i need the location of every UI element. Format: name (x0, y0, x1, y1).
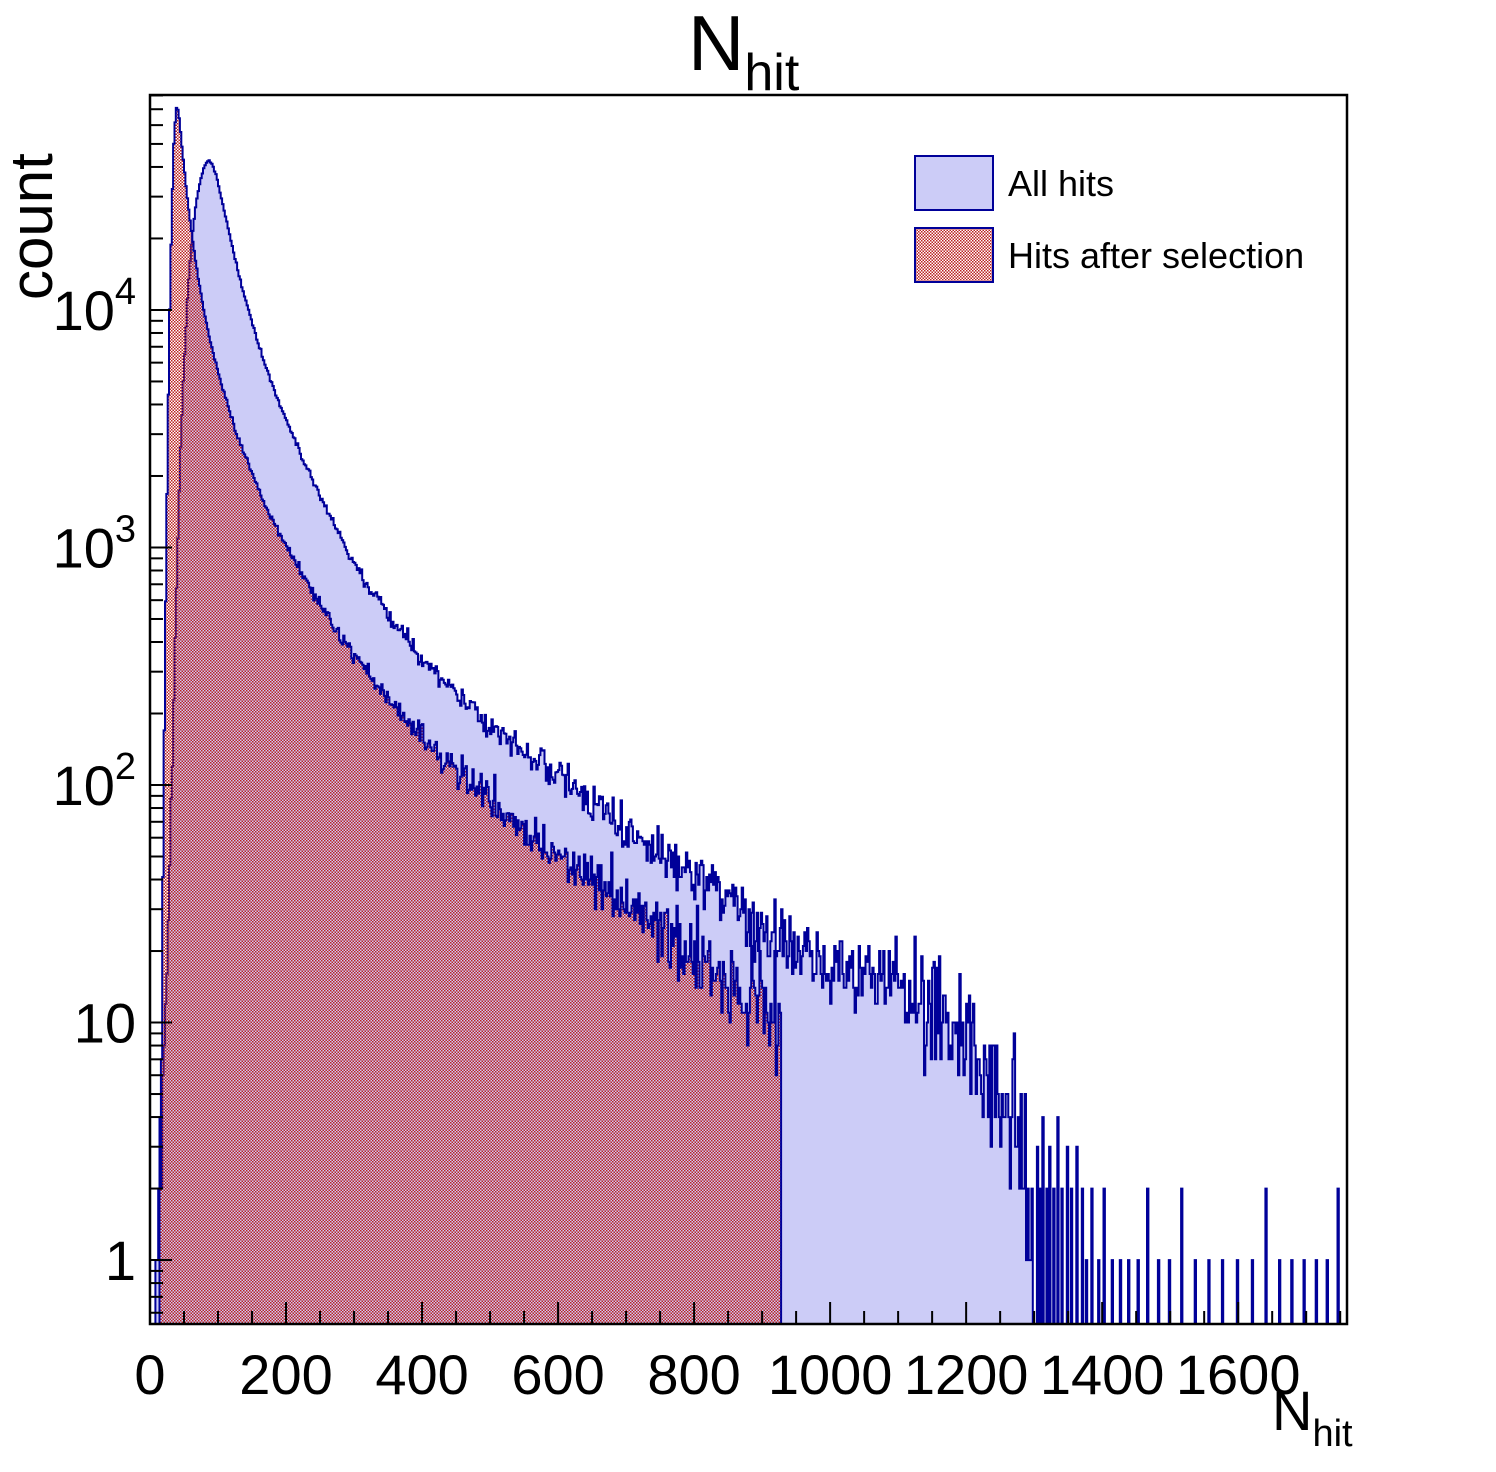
legend-swatch-all-hits (914, 155, 994, 211)
axis-ticks (149, 94, 1342, 1324)
svg-text:1400: 1400 (1040, 1343, 1165, 1406)
x-axis-title: Nhit (1272, 1379, 1353, 1455)
axis-tick-labels: 0 200 400 600 800 1000 1200 1400 1600 1 10 102 103 10… (53, 271, 1301, 1406)
histogram-hits-after-selection (150, 106, 1347, 1324)
y-axis-title: count (0, 153, 65, 300)
legend-label-hits-after-selection: Hits after selection (1008, 235, 1304, 276)
svg-text:800: 800 (647, 1343, 740, 1406)
svg-text:1: 1 (105, 1229, 136, 1292)
legend-swatch-hits-after-selection (914, 227, 994, 283)
plot-frame (148, 93, 1349, 1326)
svg-text:104: 104 (53, 271, 136, 342)
svg-text:1200: 1200 (904, 1343, 1029, 1406)
svg-text:600: 600 (511, 1343, 604, 1406)
svg-text:103: 103 (53, 508, 136, 579)
svg-text:1600: 1600 (1176, 1343, 1301, 1406)
svg-text:400: 400 (375, 1343, 468, 1406)
chart-title: Nhit (688, 0, 800, 102)
svg-text:1000: 1000 (768, 1343, 893, 1406)
legend: All hits Hits after selection (914, 155, 1304, 283)
svg-text:10: 10 (74, 992, 136, 1055)
svg-text:0: 0 (134, 1343, 165, 1406)
svg-text:200: 200 (239, 1343, 332, 1406)
legend-label-all-hits: All hits (1008, 163, 1114, 204)
svg-text:102: 102 (53, 746, 136, 817)
